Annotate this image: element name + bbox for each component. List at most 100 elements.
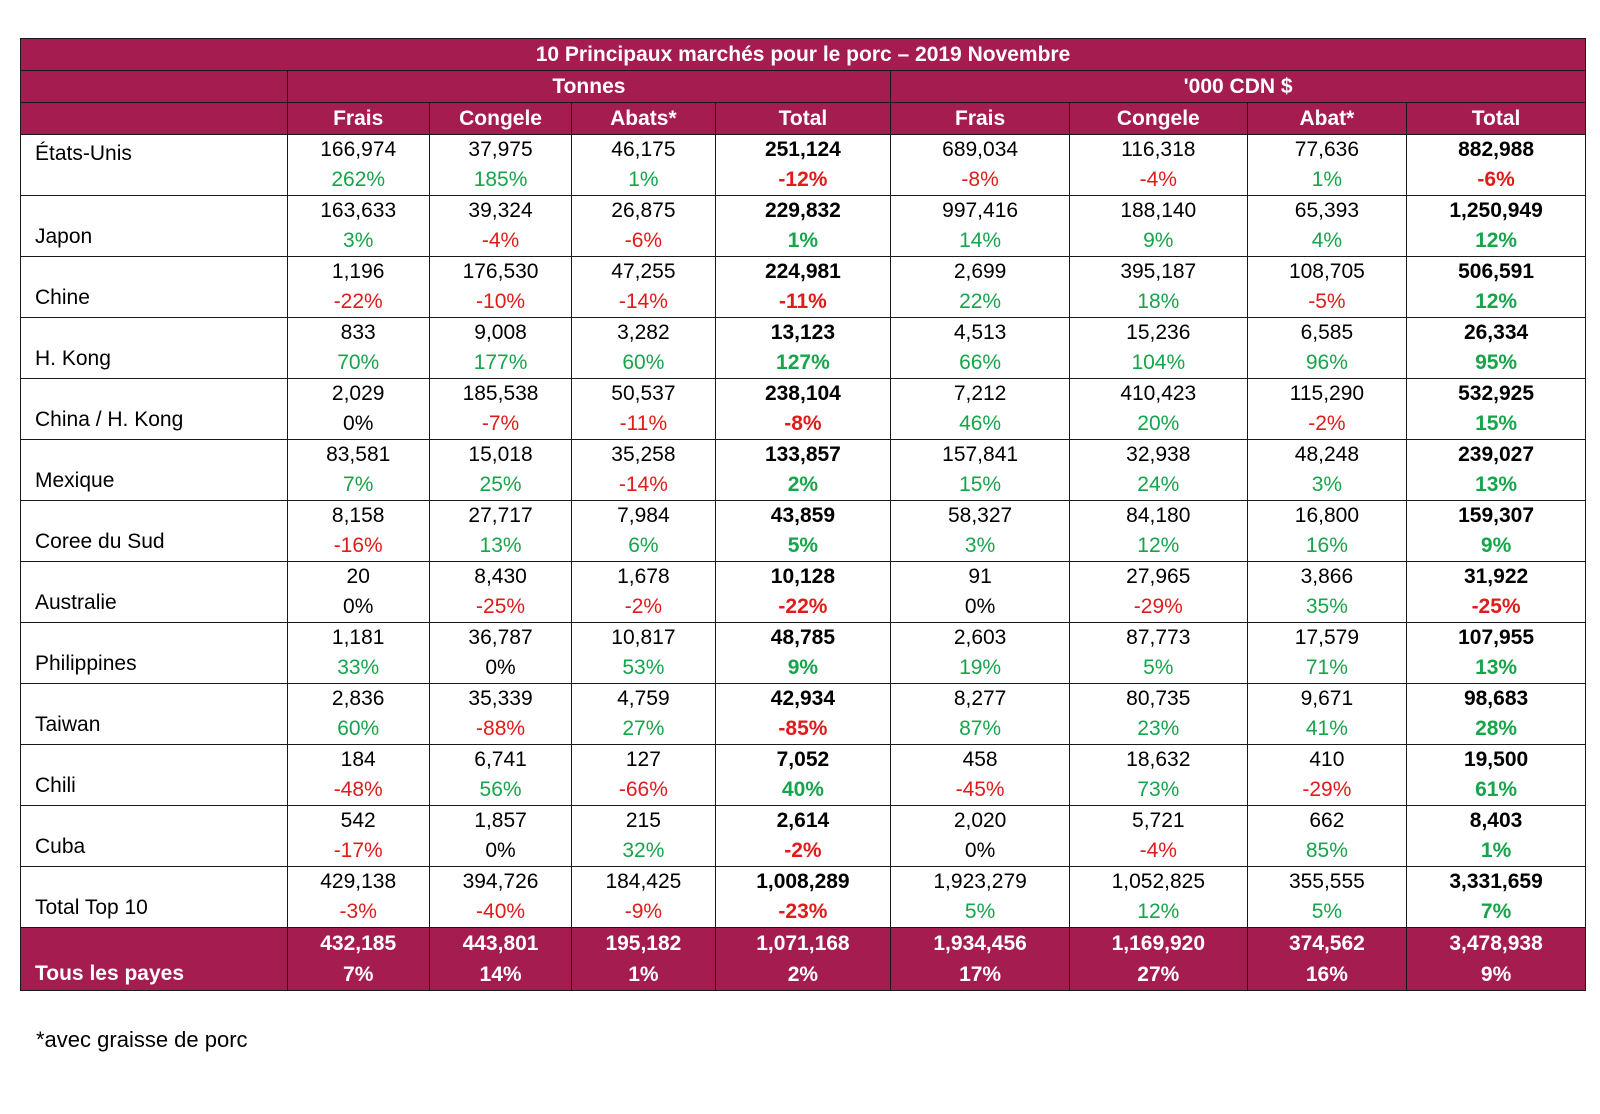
change-cell: -25% xyxy=(428,592,573,623)
value-cell: 4,513 xyxy=(890,317,1070,348)
value-cell: 3,866 xyxy=(1246,561,1408,592)
change-cell: 185% xyxy=(428,165,573,196)
change-cell: 14% xyxy=(428,959,573,991)
change-cell: 0% xyxy=(890,836,1070,867)
value-cell: 48,785 xyxy=(714,622,892,653)
change-cell: -4% xyxy=(1068,165,1248,196)
value-cell: 429,138 xyxy=(286,866,430,897)
change-cell: 95% xyxy=(1406,348,1586,379)
footnote: *avec graisse de porc xyxy=(36,1027,248,1052)
change-cell: 27% xyxy=(1068,959,1248,991)
value-cell: 3,282 xyxy=(571,317,716,348)
country-name: Chine xyxy=(20,256,288,318)
value-cell: 443,801 xyxy=(428,927,573,959)
value-cell: 15,018 xyxy=(428,439,573,470)
change-cell: -4% xyxy=(428,226,573,257)
value-cell: 58,327 xyxy=(890,500,1070,531)
change-cell: 3% xyxy=(286,226,430,257)
value-cell: 7,984 xyxy=(571,500,716,531)
value-cell: 84,180 xyxy=(1068,500,1248,531)
value-cell: 410,423 xyxy=(1068,378,1248,409)
value-cell: 83,581 xyxy=(286,439,430,470)
value-cell: 1,923,279 xyxy=(890,866,1070,897)
table-row-change: 262% 185% 1% -12% -8% -4% 1% -6% xyxy=(21,165,1586,196)
value-cell: 7,052 xyxy=(714,744,892,775)
value-cell: 15,236 xyxy=(1068,317,1248,348)
value-cell: 27,717 xyxy=(428,500,573,531)
value-cell: 43,859 xyxy=(714,500,892,531)
change-cell: -6% xyxy=(1406,165,1586,196)
table-row-change: 3% -4% -6% 1% 14% 9% 4% 12% xyxy=(21,226,1586,257)
value-cell: 355,555 xyxy=(1246,866,1408,897)
value-cell: 3,331,659 xyxy=(1406,866,1586,897)
value-cell: 46,175 xyxy=(571,134,716,165)
change-cell: -14% xyxy=(571,470,716,501)
change-cell: -29% xyxy=(1068,592,1248,623)
change-cell: -29% xyxy=(1246,775,1408,806)
change-cell: -11% xyxy=(714,287,892,318)
change-cell: 22% xyxy=(890,287,1070,318)
table-row: Chili 184 6,741 127 7,052 458 18,632 410 19,500 xyxy=(20,744,1586,806)
value-cell: 16,800 xyxy=(1246,500,1408,531)
value-cell: 432,185 xyxy=(286,927,430,959)
change-cell: 15% xyxy=(890,470,1070,501)
table-row: Chine 1,196 176,530 47,255 224,981 2,699 395,1… xyxy=(20,256,1586,318)
country-name: Chili xyxy=(20,744,288,806)
column-header: Frais xyxy=(890,102,1070,135)
value-cell: 4,759 xyxy=(571,683,716,714)
table-row: Total Top 10 429,138 394,726 184,425 1,008,2… xyxy=(20,866,1586,928)
change-cell: -17% xyxy=(286,836,430,867)
table-row-change: 0% -25% -2% -22% 0% -29% 35% -25% xyxy=(21,592,1586,623)
value-cell: 127 xyxy=(571,744,716,775)
table-row: États-Unis 166,974 37,975 46,175 251,124 689,… xyxy=(20,134,1586,196)
header-empty-cell xyxy=(20,70,288,103)
change-cell: -16% xyxy=(286,531,430,562)
value-cell: 87,773 xyxy=(1068,622,1248,653)
value-cell: 689,034 xyxy=(890,134,1070,165)
change-cell: 0% xyxy=(428,836,573,867)
value-cell: 166,974 xyxy=(286,134,430,165)
value-cell: 5,721 xyxy=(1068,805,1248,836)
change-cell: -12% xyxy=(714,165,892,196)
change-cell: 2% xyxy=(714,470,892,501)
value-cell: 108,705 xyxy=(1246,256,1408,287)
change-cell: 3% xyxy=(1246,470,1408,501)
value-cell: 80,735 xyxy=(1068,683,1248,714)
value-cell: 115,290 xyxy=(1246,378,1408,409)
value-cell: 2,699 xyxy=(890,256,1070,287)
value-cell: 20 xyxy=(286,561,430,592)
change-cell: 1% xyxy=(1406,836,1586,867)
value-cell: 1,934,456 xyxy=(890,927,1070,959)
change-cell: 7% xyxy=(286,470,430,501)
value-cell: 26,334 xyxy=(1406,317,1586,348)
change-cell: 12% xyxy=(1406,287,1586,318)
value-cell: 882,988 xyxy=(1406,134,1586,165)
table-title: 10 Principaux marchés pour le porc – 201… xyxy=(20,38,1586,71)
change-cell: 262% xyxy=(286,165,430,196)
change-cell: -85% xyxy=(714,714,892,745)
change-cell: 1% xyxy=(1246,165,1408,196)
value-cell: 35,339 xyxy=(428,683,573,714)
change-cell: -11% xyxy=(571,409,716,440)
change-cell: 73% xyxy=(1068,775,1248,806)
value-cell: 7,212 xyxy=(890,378,1070,409)
value-cell: 98,683 xyxy=(1406,683,1586,714)
column-header: Abat* xyxy=(1246,102,1408,135)
change-cell: -2% xyxy=(571,592,716,623)
value-cell: 2,614 xyxy=(714,805,892,836)
change-cell: -14% xyxy=(571,287,716,318)
value-cell: 8,403 xyxy=(1406,805,1586,836)
change-cell: -8% xyxy=(714,409,892,440)
table-row-change: 7% 25% -14% 2% 15% 24% 3% 13% xyxy=(21,470,1586,501)
value-cell: 195,182 xyxy=(571,927,716,959)
value-cell: 2,603 xyxy=(890,622,1070,653)
change-cell: 13% xyxy=(1406,470,1586,501)
change-cell: -10% xyxy=(428,287,573,318)
change-cell: 23% xyxy=(1068,714,1248,745)
value-cell: 3,478,938 xyxy=(1406,927,1586,959)
change-cell: 24% xyxy=(1068,470,1248,501)
change-cell: 70% xyxy=(286,348,430,379)
value-cell: 9,671 xyxy=(1246,683,1408,714)
value-cell: 833 xyxy=(286,317,430,348)
change-cell: 60% xyxy=(571,348,716,379)
